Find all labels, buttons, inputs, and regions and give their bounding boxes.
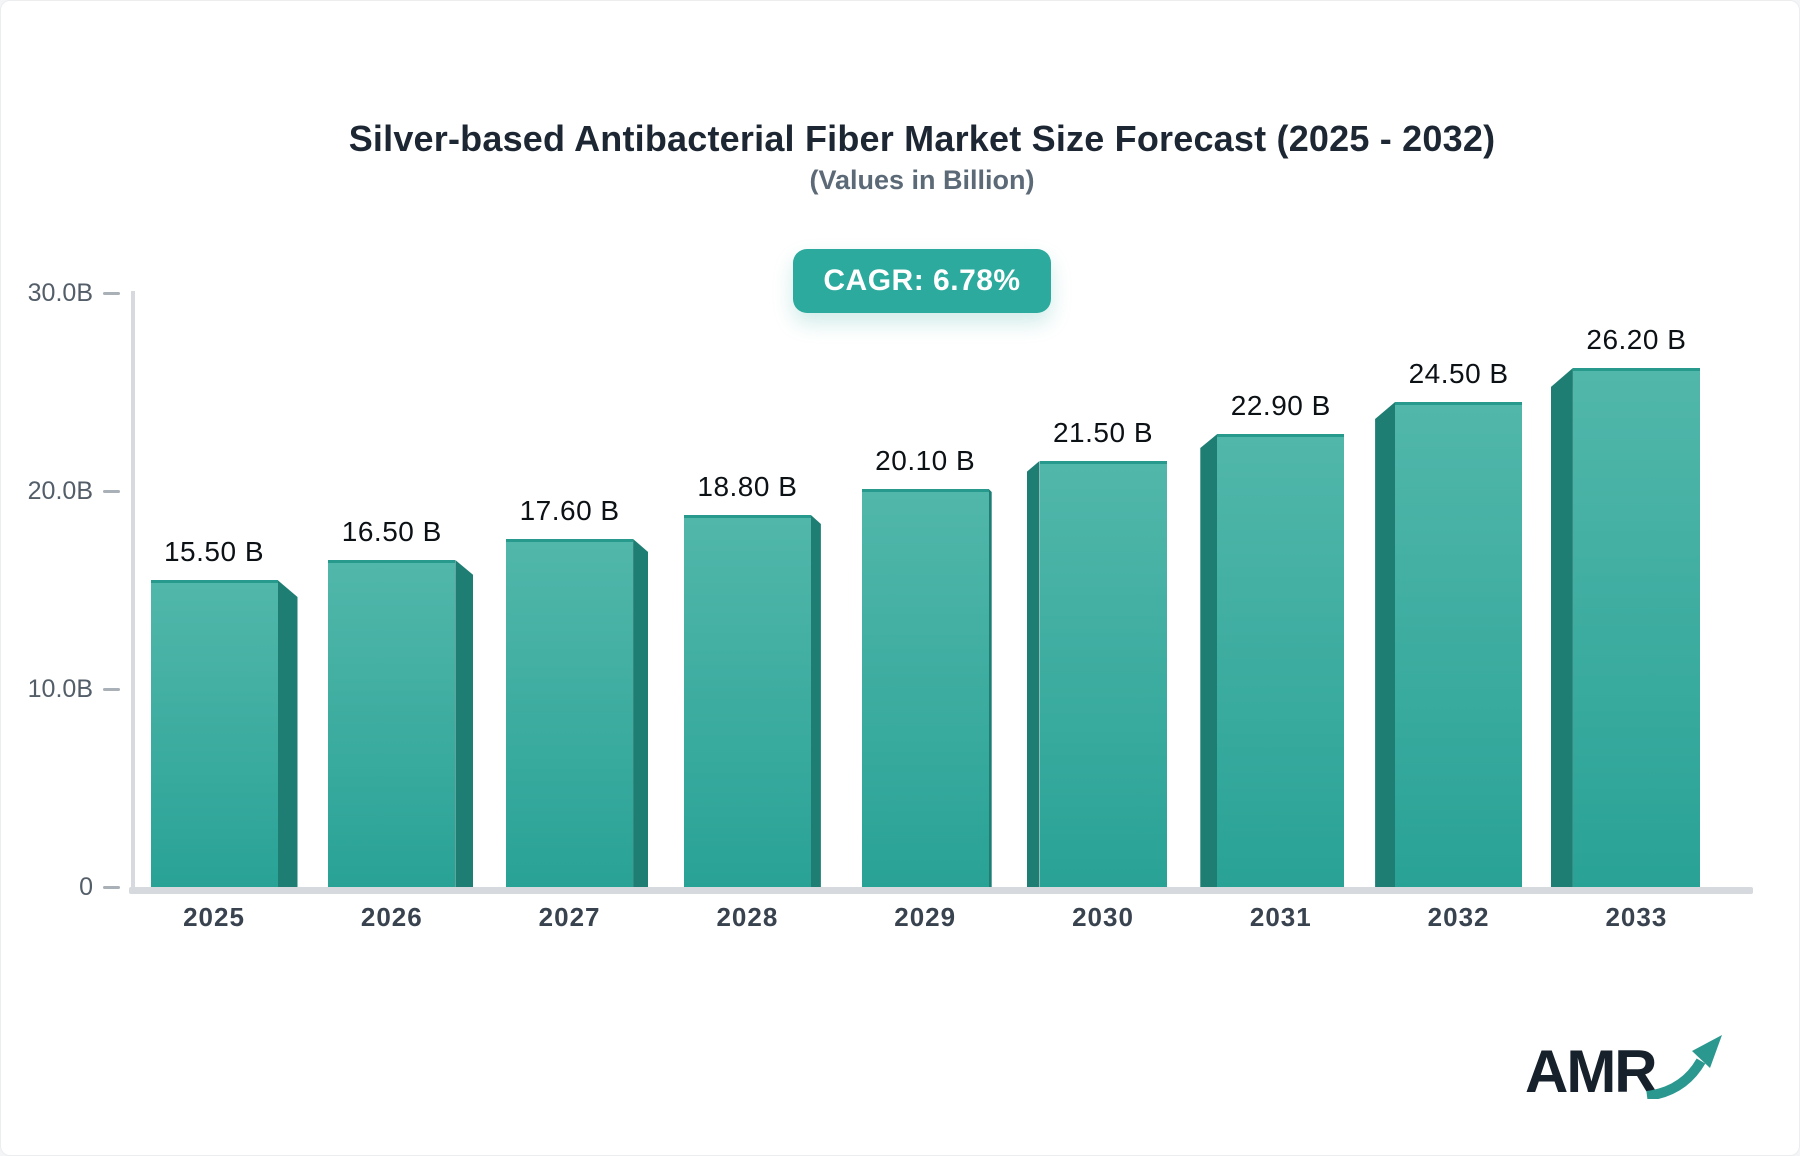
bar-value-label: 16.50 B bbox=[341, 516, 442, 547]
bar-2030 bbox=[1039, 461, 1167, 887]
bar-2026 bbox=[328, 560, 456, 887]
bar-side-face bbox=[1200, 434, 1218, 887]
y-tick-label: 0 bbox=[79, 873, 93, 901]
bar-value-label: 24.50 B bbox=[1408, 358, 1509, 389]
bar-side-face bbox=[455, 560, 474, 887]
x-axis-label-2032: 2032 bbox=[1427, 902, 1490, 932]
x-axis-baseline bbox=[129, 887, 1753, 894]
bar-side-face bbox=[1550, 368, 1573, 887]
bar-value-label: 20.10 B bbox=[875, 445, 976, 476]
y-tick-label: 30.0B bbox=[27, 279, 93, 307]
chart-header: Silver-based Antibacterial Fiber Market … bbox=[45, 1, 1799, 313]
y-tick-dash bbox=[103, 291, 120, 295]
bar-side-face bbox=[633, 539, 649, 887]
bar-2027 bbox=[506, 539, 634, 887]
cagr-badge: CAGR: 6.78% bbox=[793, 249, 1051, 313]
y-tick-dash bbox=[103, 687, 120, 691]
bar-value-label: 26.20 B bbox=[1586, 324, 1687, 355]
x-axis-label-2028: 2028 bbox=[716, 902, 779, 932]
bar-side-face bbox=[988, 489, 992, 887]
bar-side-face bbox=[810, 515, 821, 887]
bar-value-label: 15.50 B bbox=[163, 536, 265, 567]
y-tick-dash bbox=[103, 489, 120, 493]
bar-side-face bbox=[1026, 461, 1040, 887]
x-axis-label-2025: 2025 bbox=[183, 902, 245, 932]
bar-2031 bbox=[1217, 434, 1345, 887]
bar-side-face bbox=[277, 580, 298, 887]
amr-logo-text: AMR bbox=[1525, 1038, 1658, 1105]
bar-2028 bbox=[683, 515, 811, 887]
bar-side-face bbox=[1375, 402, 1396, 887]
x-axis-label-2031: 2031 bbox=[1249, 902, 1312, 932]
y-tick-label: 20.0B bbox=[27, 477, 93, 505]
x-axis-label-2029: 2029 bbox=[894, 902, 957, 932]
x-axis-label-2026: 2026 bbox=[360, 902, 423, 932]
y-tick-label: 10.0B bbox=[27, 675, 93, 703]
bar-value-label: 17.60 B bbox=[519, 495, 620, 526]
chart-title: Silver-based Antibacterial Fiber Market … bbox=[348, 118, 1496, 159]
bar-2033 bbox=[1572, 368, 1700, 887]
bar-value-label: 21.50 B bbox=[1052, 417, 1154, 448]
bar-2025 bbox=[150, 580, 278, 887]
growth-arrow-icon bbox=[1645, 1035, 1722, 1099]
y-axis-line bbox=[131, 291, 135, 894]
chart-subtitle: (Values in Billion) bbox=[809, 165, 1035, 195]
y-tick-dash bbox=[103, 885, 120, 889]
x-axis-label-2030: 2030 bbox=[1072, 902, 1134, 932]
bar-value-label: 18.80 B bbox=[697, 471, 798, 502]
bar-2032 bbox=[1395, 402, 1523, 887]
bar-2029 bbox=[861, 489, 989, 887]
x-axis-label-2033: 2033 bbox=[1605, 902, 1668, 932]
x-axis-label-2027: 2027 bbox=[538, 902, 601, 932]
bar-value-label: 22.90 B bbox=[1230, 390, 1331, 421]
amr-logo: AMR bbox=[1525, 1033, 1724, 1103]
